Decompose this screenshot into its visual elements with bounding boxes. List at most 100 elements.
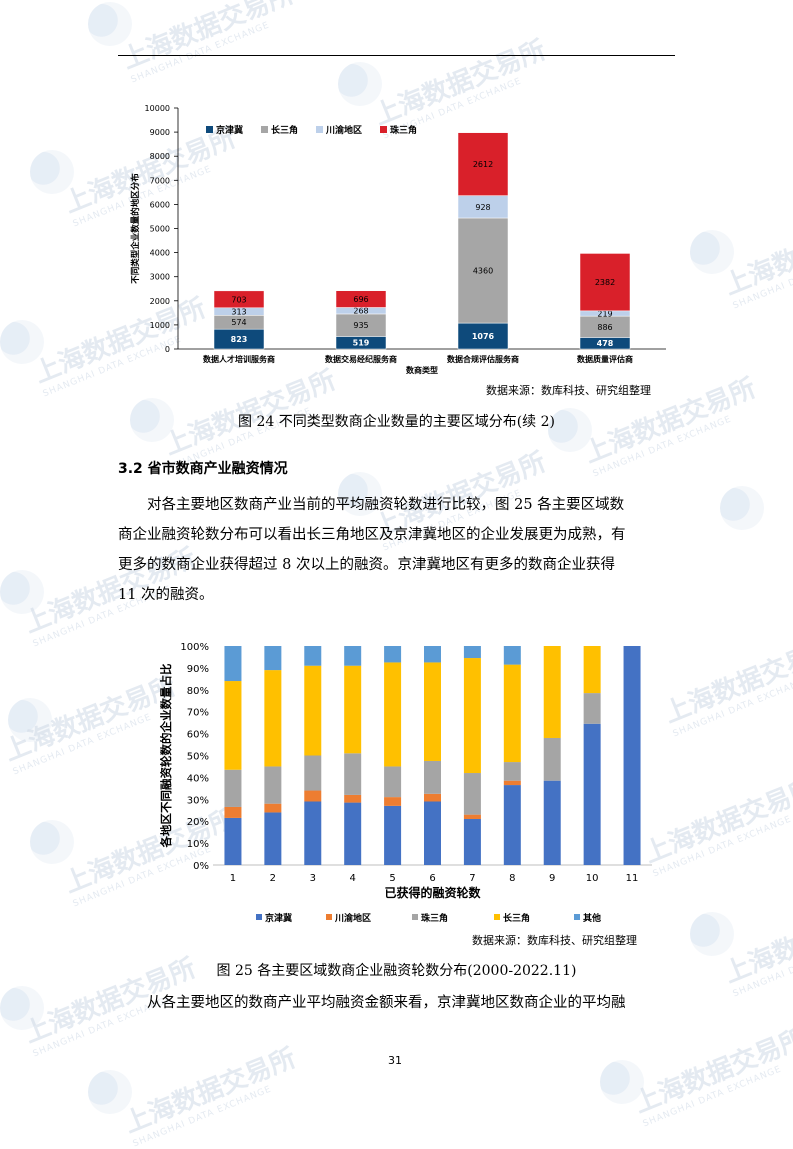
y-tick-label: 60% <box>187 730 209 741</box>
y-tick-label: 30% <box>187 795 209 806</box>
bar-segment <box>424 646 441 663</box>
data-label: 574 <box>231 318 246 327</box>
legend-swatch <box>256 914 262 920</box>
bar-segment <box>583 646 601 694</box>
bar-segment <box>264 812 282 865</box>
y-tick-label: 90% <box>187 664 209 675</box>
body-paragraph: 对各主要地区数商产业当前的平均融资轮数进行比较，图 25 各主要区域数 商企业融… <box>118 490 675 610</box>
bar-segment <box>304 755 322 791</box>
bar-segment <box>457 132 509 196</box>
y-axis-label: 各地区不同融资轮数的企业数量占比 <box>159 663 173 848</box>
bar-segment <box>583 693 601 724</box>
bar-segment <box>543 780 561 865</box>
watermark-logo-icon <box>1 691 59 749</box>
legend-swatch <box>261 126 268 133</box>
x-tick-label: 数据人才培训服务商 <box>203 354 275 364</box>
y-tick-label: 10% <box>187 839 209 850</box>
section-heading: 3.2 省市数商产业融资情况 <box>118 461 288 477</box>
chart-funding-rounds: 0% 10% 20% 30% 40% 50% 60% 70% 80% 90% 100% 1 2 3 4 5 6 7… <box>159 642 652 924</box>
chart1-caption: 图 24 不同类型数商企业数量的主要区域分布(续 2) <box>238 414 555 430</box>
data-label: 313 <box>231 308 246 317</box>
bar-segment <box>344 794 362 803</box>
legend-swatch <box>316 126 323 133</box>
legend-label: 长三角 <box>503 912 530 924</box>
bar-segment <box>344 646 362 666</box>
x-axis-label: 数商类型 <box>406 365 438 375</box>
legend-label: 川渝地区 <box>334 912 371 924</box>
x-tick-label: 数据质量评估商 <box>577 354 633 364</box>
bar-segment <box>304 790 322 802</box>
bar-segment <box>424 760 441 794</box>
legend-swatch <box>380 126 387 133</box>
x-tick-label: 1 <box>230 873 236 884</box>
bar-segment <box>384 805 402 865</box>
watermark-logo-icon <box>683 905 741 963</box>
y-tick-label: 4000 <box>150 249 170 258</box>
y-axis-label: 不同类型企业数量的地区分布 <box>130 173 141 284</box>
watermark-logo-icon <box>683 223 741 281</box>
legend-label: 京津冀 <box>216 124 243 136</box>
header-rule <box>118 55 675 56</box>
data-label: 2382 <box>595 278 615 287</box>
bar-segment <box>344 665 362 754</box>
bar-segment <box>264 766 282 804</box>
data-label: 2612 <box>473 160 493 169</box>
data-label: 478 <box>597 339 614 348</box>
bar-segment <box>424 662 441 761</box>
bar-segment <box>304 665 322 756</box>
bar-segment <box>264 670 282 767</box>
chart-region-distribution: 0 1000 2000 3000 4000 5000 6000 7000 8000 9000 100… <box>130 104 666 375</box>
watermark-logo-icon <box>713 479 771 537</box>
watermark-logo-icon <box>81 0 139 53</box>
legend-swatch <box>206 126 213 133</box>
y-tick-label: 0 <box>165 345 170 354</box>
legend-swatch <box>574 914 580 920</box>
y-tick-label: 80% <box>187 686 209 697</box>
data-label: 823 <box>231 335 248 344</box>
y-tick-label: 40% <box>187 773 209 784</box>
bar-segment <box>335 290 387 308</box>
y-tick-label: 1000 <box>150 321 170 330</box>
page-number: 31 <box>388 1054 402 1067</box>
chart1-source: 数据来源：数库科技、研究组整理 <box>486 384 651 397</box>
bar-segment <box>457 322 509 350</box>
y-tick-label: 0% <box>193 861 209 872</box>
bar-segment <box>543 646 561 738</box>
bar-segment <box>224 806 242 818</box>
bar-segment <box>304 801 322 865</box>
data-label: 4360 <box>473 267 493 276</box>
x-tick-label: 11 <box>626 873 639 884</box>
bar-segment <box>503 780 521 786</box>
legend-label: 珠三角 <box>390 124 417 136</box>
x-tick-label: 10 <box>586 873 599 884</box>
y-tick-label: 7000 <box>150 176 170 185</box>
y-tick-label: 50% <box>187 752 209 763</box>
x-tick-label: 9 <box>549 873 555 884</box>
bar-segment <box>424 801 441 865</box>
x-tick-label: 数据交易经纪服务商 <box>325 354 397 364</box>
bar-segment <box>463 814 481 820</box>
paragraph-line: 更多的数商企业获得超过 8 次以上的融资。京津冀地区有更多的数商企业获得 <box>118 557 615 573</box>
data-label: 935 <box>353 321 368 330</box>
x-axis-label: 已获得的融资轮数 <box>384 885 481 900</box>
y-tick-label: 5000 <box>150 225 170 234</box>
y-tick-label: 9000 <box>150 128 170 137</box>
y-tick-label: 70% <box>187 708 209 719</box>
watermark-logo-icon <box>23 143 81 201</box>
y-tick-label: 20% <box>187 817 209 828</box>
data-label: 886 <box>597 323 612 332</box>
bar-segment <box>503 664 521 763</box>
bar-segment <box>463 773 481 815</box>
y-tick-label: 100% <box>180 642 209 653</box>
watermark-logo-icon <box>0 979 51 1037</box>
data-label: 696 <box>353 295 368 304</box>
bar-segment <box>384 662 402 767</box>
legend-label: 长三角 <box>271 124 298 136</box>
closing-paragraph-line: 从各主要地区的数商产业平均融资金额来看，京津冀地区数商企业的平均融 <box>147 995 626 1011</box>
y-tick-label: 6000 <box>150 200 170 209</box>
